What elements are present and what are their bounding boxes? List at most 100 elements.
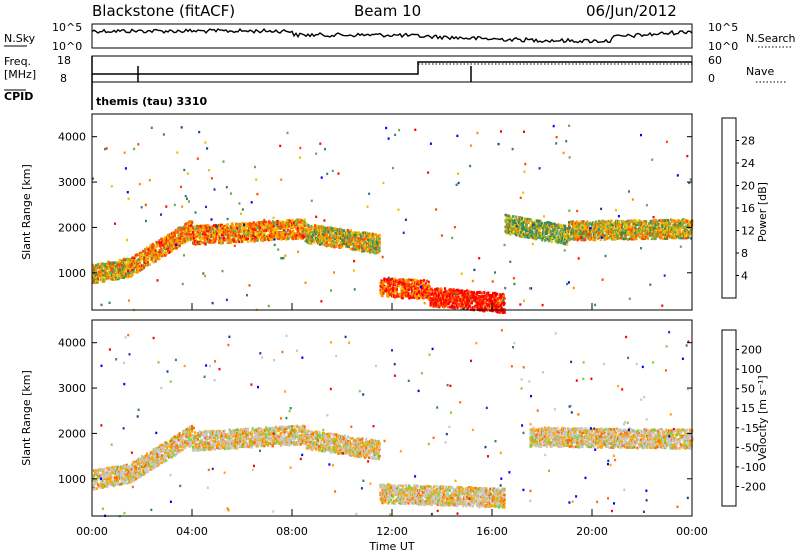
scatter-cell: [216, 231, 219, 235]
scatter-cell: [118, 258, 122, 262]
scatter-cell: [410, 278, 413, 282]
scatter-cell: [144, 259, 148, 263]
scatter-cell: [529, 224, 532, 227]
scatter-cell: [357, 237, 360, 240]
scatter-cell: [163, 239, 166, 243]
scatter-cell: [202, 236, 205, 239]
scatter-cell: [550, 222, 553, 226]
scatter-cell: [167, 239, 170, 243]
scatter-cell: [113, 261, 116, 265]
scatter-cell: [128, 275, 131, 278]
scatter-cell: [453, 306, 456, 310]
scatter-cell: [525, 226, 528, 230]
scatter-cell: [170, 238, 173, 242]
scatter-cell: [289, 219, 292, 223]
scatter-cell: [307, 238, 310, 242]
scatter-cell: [622, 237, 625, 241]
scatter-cell: [191, 221, 194, 224]
scatter-cell: [544, 236, 548, 239]
scatter-cell: [423, 295, 426, 299]
scatter-cell: [407, 280, 410, 284]
scatter-cell: [512, 215, 515, 218]
scatter-cell: [122, 276, 125, 279]
scatter-cell: [207, 226, 210, 230]
scatter-cell: [217, 233, 220, 237]
scatter-cell: [209, 228, 212, 232]
scatter-cell: [148, 254, 151, 258]
scatter-cell: [113, 276, 116, 279]
scatter-cell: [134, 270, 137, 274]
scatter-cell: [103, 274, 106, 277]
scatter-cell: [478, 291, 481, 294]
nsky-frame: [91, 23, 693, 49]
scatter-cell: [177, 227, 180, 231]
scatter-cell: [218, 238, 222, 242]
scatter-cell: [243, 227, 247, 230]
cpid-text: themis (tau) 3310: [96, 95, 208, 108]
scatter-cell: [194, 237, 198, 240]
scatter-cell: [118, 269, 121, 273]
scatter-cell: [137, 268, 140, 272]
scatter-cell: [232, 230, 235, 233]
scatter-cell: [116, 261, 119, 265]
scatter-cell: [238, 236, 241, 239]
scatter-cell: [286, 226, 289, 230]
scatter-cell: [94, 268, 98, 271]
scatter-cell: [226, 230, 229, 233]
scatter-cell: [221, 233, 224, 237]
scatter-cell: [246, 225, 249, 228]
scatter-cell: [204, 235, 207, 239]
scatter-cell: [642, 237, 645, 241]
scatter-cell: [378, 241, 381, 244]
scatter-cell: [456, 306, 459, 309]
scatter-cell: [329, 226, 332, 229]
scatter-cell: [218, 231, 222, 235]
scatter-cell: [470, 291, 473, 294]
scatter-cell: [256, 226, 259, 229]
nsky-panel: N.Sky 10^5 10^0 10^5 10^0 N.Search: [4, 21, 796, 53]
scatter-cell: [556, 229, 559, 232]
scatter-cell: [544, 238, 548, 242]
scatter-cell: [142, 250, 145, 253]
scatter-cell: [348, 235, 351, 239]
scatter-cell: [116, 271, 119, 274]
scatter-cell: [110, 266, 113, 270]
scatter-cell: [122, 267, 125, 270]
scatter-cell: [448, 305, 451, 309]
scatter-cell: [146, 257, 149, 261]
scatter-cell: [601, 231, 604, 235]
scatter-cell: [120, 261, 123, 264]
nsearch-label: N.Search: [746, 32, 796, 45]
scatter-cell: [522, 233, 525, 236]
scatter-cell: [157, 243, 160, 247]
scatter-cell: [483, 291, 486, 294]
scatter-cell: [104, 269, 107, 272]
scatter-cell: [173, 237, 176, 240]
scatter-cell: [127, 266, 130, 269]
scatter-cell: [425, 287, 428, 291]
freq-label-line1: Freq.: [4, 55, 31, 68]
scatter-cell: [226, 238, 229, 241]
scatter-cell: [194, 233, 198, 237]
scatter-cell: [499, 304, 502, 307]
scatter-cell: [204, 233, 207, 237]
scatter-cell: [454, 297, 457, 300]
scatter-cell: [472, 291, 475, 294]
scatter-cell: [146, 261, 149, 265]
scatter-cell: [159, 241, 162, 245]
scatter-cell: [258, 236, 261, 240]
scatter-cell: [530, 234, 533, 238]
scatter-cell: [440, 289, 443, 293]
scatter-cell: [201, 241, 204, 245]
scatter-cell: [186, 235, 189, 239]
scatter-cell: [177, 237, 180, 240]
scatter-cell: [371, 232, 374, 236]
scatter-cell: [270, 238, 273, 242]
scatter-cell: [393, 295, 397, 298]
scatter-cell: [443, 296, 447, 299]
scatter-cell: [593, 238, 597, 242]
freq-line: [92, 61, 692, 75]
scatter-cell: [197, 235, 200, 238]
scatter-cell: [613, 227, 616, 231]
